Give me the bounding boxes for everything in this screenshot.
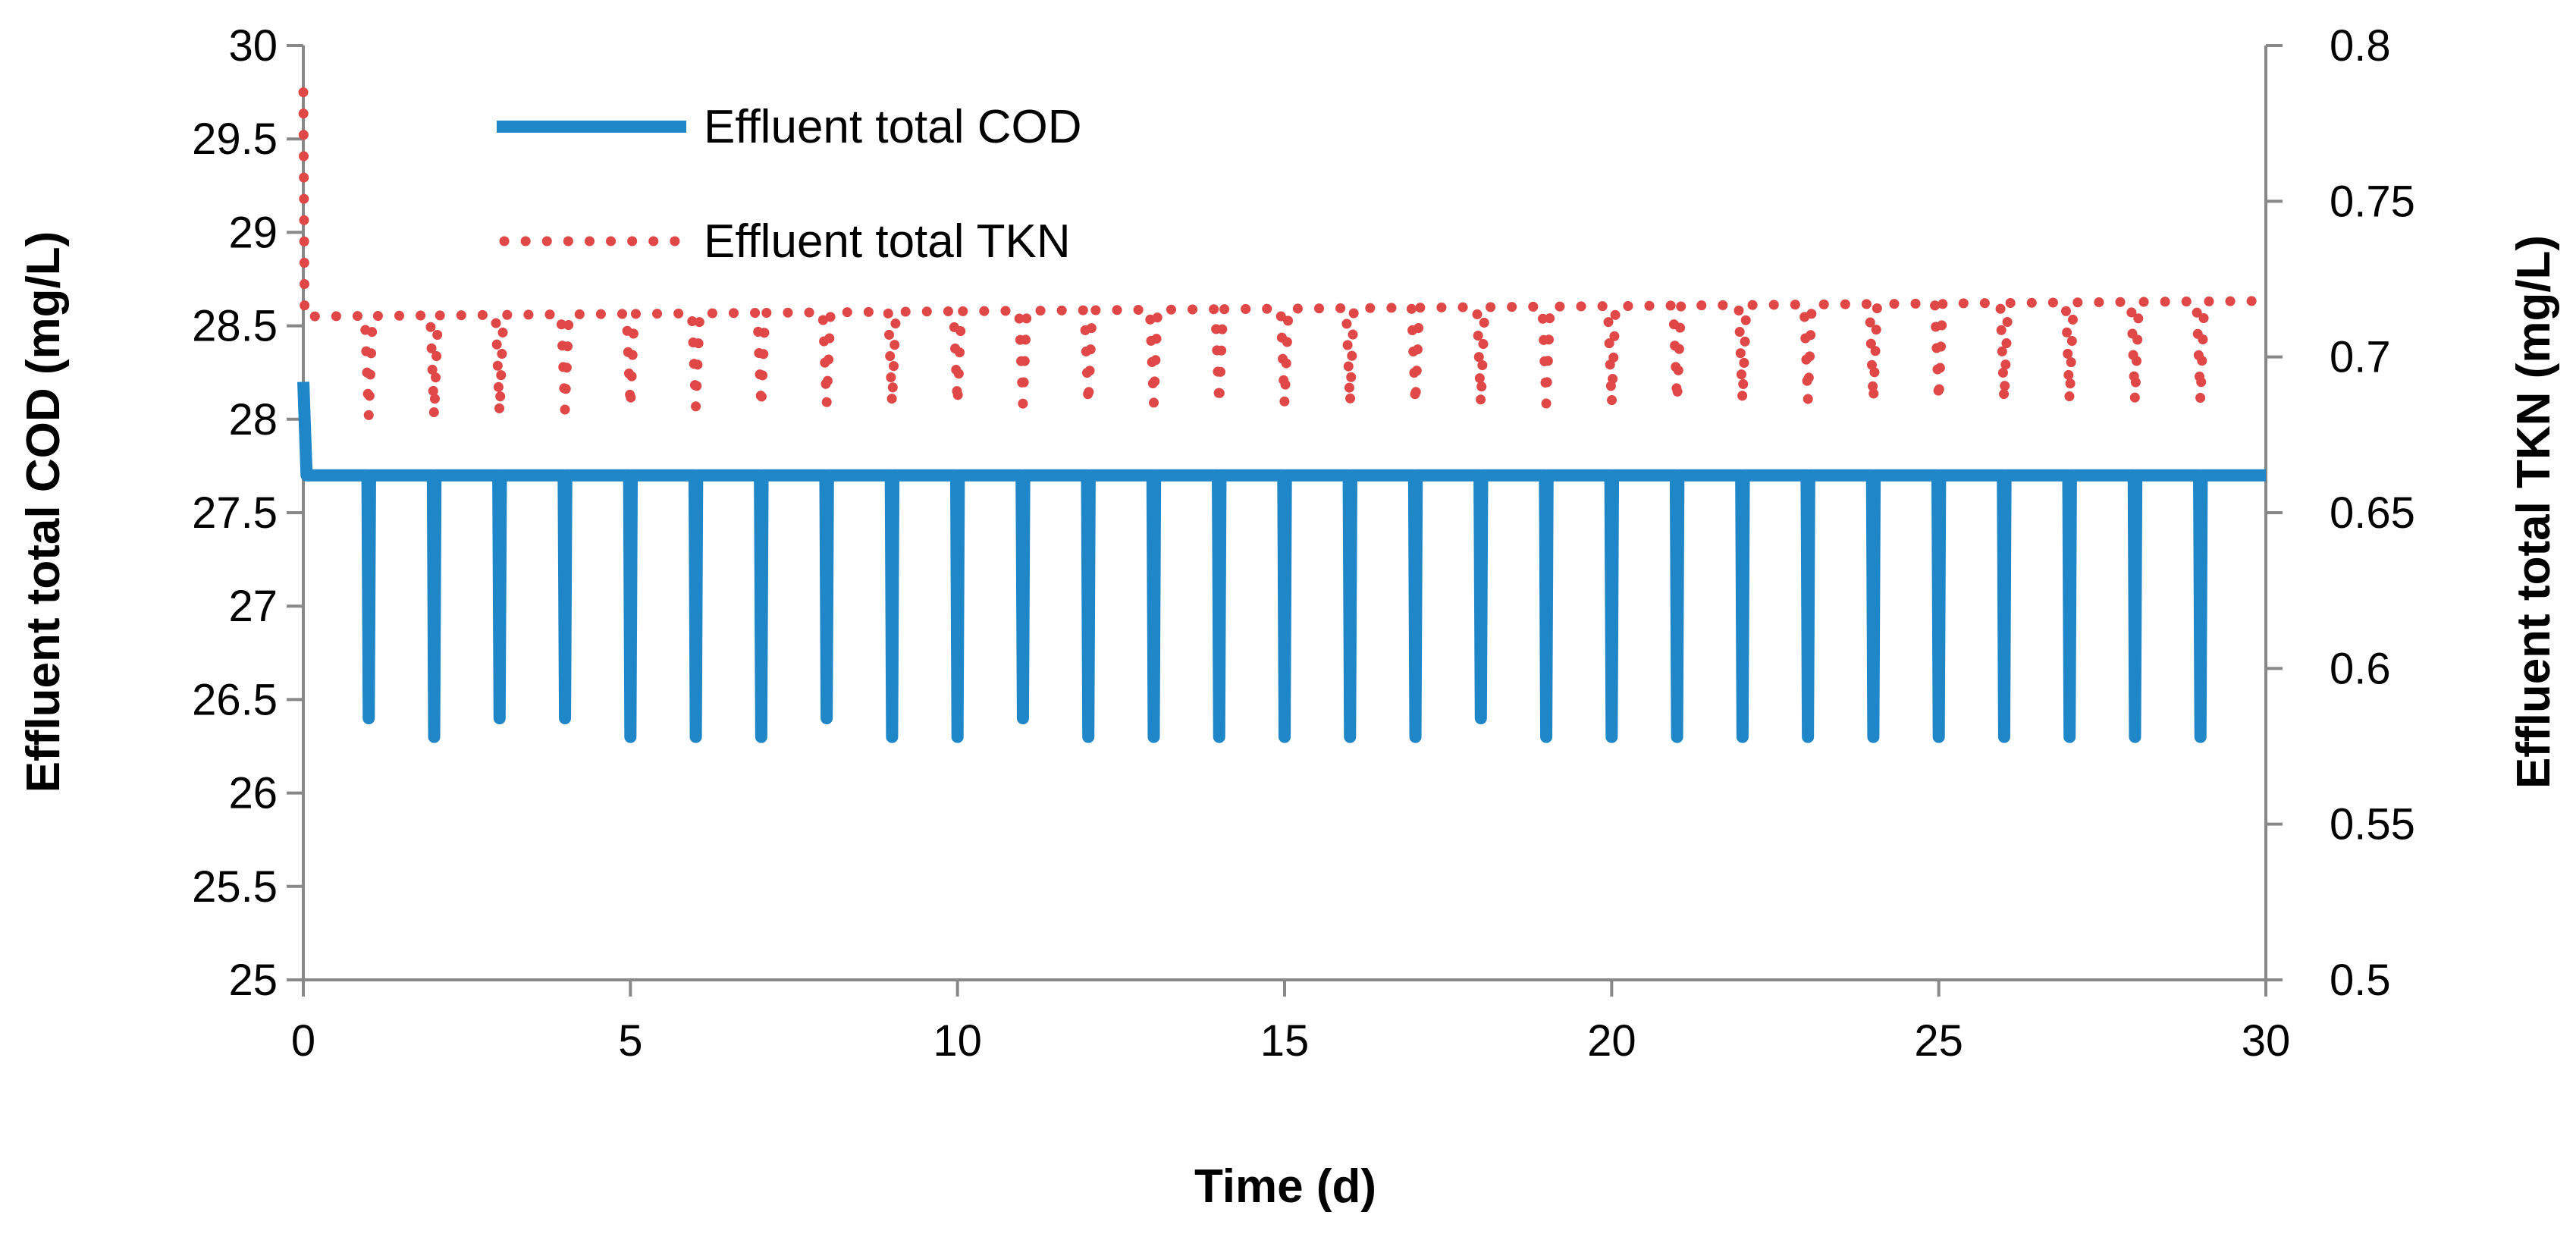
legend: Effluent total COD Effluent total TKN — [497, 101, 1082, 268]
y-left-tick-label: 26.5 — [192, 675, 278, 724]
x-tick-label: 20 — [1587, 1016, 1636, 1066]
axes-layer: 0 5 10 15 20 25 30 25 25.5 26 26.5 27 27.5 28 28.5 29 29… — [192, 21, 2415, 1066]
y-left-tick-label: 25.5 — [192, 862, 278, 912]
y-right-tick-label: 0.6 — [2330, 644, 2391, 693]
y-left-tick-label: 27 — [228, 582, 278, 631]
y-left-tick-label: 27.5 — [192, 488, 278, 538]
y-right-tick-label: 0.5 — [2330, 956, 2391, 1005]
y-axis-right-title: Effluent total TKN (mg/L) — [2508, 235, 2560, 789]
y-right-tick-label: 0.75 — [2330, 177, 2415, 226]
y-left-tick-label: 29 — [228, 208, 278, 257]
y-axis-left-title: Effluent total COD (mg/L) — [17, 231, 70, 793]
y-right-tick-label: 0.55 — [2330, 800, 2415, 849]
series-layer — [297, 87, 2271, 743]
series-line-tkn — [298, 87, 2271, 422]
x-tick-label: 10 — [933, 1016, 982, 1066]
axis-titles: Time (d) Effluent total COD (mg/L) Efflu… — [17, 231, 2560, 1213]
x-tick-label: 30 — [2242, 1016, 2291, 1066]
y-left-tick-label: 29.5 — [192, 115, 278, 164]
x-tick-label: 0 — [291, 1016, 315, 1066]
legend-label-cod: Effluent total COD — [704, 101, 1082, 153]
y-left-tick-label: 28 — [228, 395, 278, 444]
x-tick-label: 15 — [1260, 1016, 1310, 1066]
x-axis-title: Time (d) — [1194, 1160, 1376, 1213]
legend-label-tkn: Effluent total TKN — [704, 215, 1071, 268]
y-right-tick-label: 0.65 — [2330, 488, 2415, 538]
y-left-tick-label: 28.5 — [192, 302, 278, 351]
y-left-tick-label: 30 — [228, 21, 278, 71]
y-left-tick-label: 26 — [228, 769, 278, 818]
y-left-tick-label: 25 — [228, 956, 278, 1005]
y-right-tick-label: 0.7 — [2330, 333, 2391, 382]
x-tick-label: 25 — [1914, 1016, 1963, 1066]
x-tick-label: 5 — [618, 1016, 642, 1066]
series-line-cod — [297, 381, 2266, 743]
y-right-tick-label: 0.8 — [2330, 21, 2391, 71]
